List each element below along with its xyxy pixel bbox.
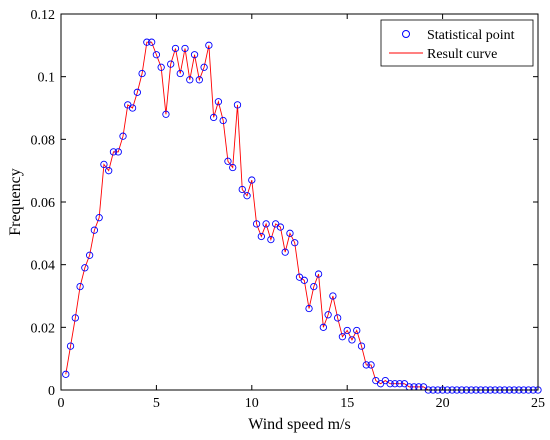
statistical-point [62,370,70,378]
statistical-point [262,220,270,228]
statistical-point [66,342,75,350]
x-tick-label: 10 [245,396,259,411]
statistical-point [286,229,294,237]
statistical-point [100,160,108,169]
y-tick-label: 0.08 [31,133,56,148]
statistical-point [167,60,175,68]
x-tick-label: 0 [58,396,65,411]
statistical-point [386,380,394,388]
statistical-point [200,63,208,71]
statistical-point [71,314,79,322]
statistical-point [195,76,203,84]
statistical-point [119,132,127,140]
y-tick-label: 0 [48,384,55,399]
statistical-point [362,361,370,369]
legend-marker-statistical-point [402,30,410,38]
statistical-point [147,38,156,46]
y-axis-title: Frequency [7,168,24,236]
statistical-point [162,110,170,118]
y-tick-label: 0.02 [31,321,56,336]
legend-box [380,19,534,67]
statistical-point [76,282,84,291]
statistical-point [305,304,313,313]
statistical-point [190,51,199,59]
statistical-point [329,292,337,300]
x-tick-label: 25 [531,396,545,411]
y-tick-label: 0.1 [38,71,56,86]
statistical-point [214,98,223,106]
statistical-point [319,323,327,331]
statistical-point [324,311,332,319]
statistical-point [233,101,242,109]
statistical-point [90,226,99,234]
statistical-point [291,239,299,247]
y-tick-label: 0.06 [31,196,56,211]
statistical-point [396,380,404,388]
legend: Statistical point Result curve [380,19,534,67]
statistical-point [252,220,261,228]
statistical-point [157,63,165,71]
statistical-point [109,148,118,156]
statistical-point [152,51,161,59]
statistical-point [238,185,246,194]
statistical-point [205,41,213,49]
statistical-point [224,157,232,165]
statistical-point [310,282,318,291]
plot-area [61,14,538,390]
plot-frame [60,13,539,391]
statistical-point [133,88,141,96]
statistical-point [229,163,237,172]
statistical-point [343,326,351,335]
statistical-point [85,251,94,259]
statistical-point [248,176,256,184]
legend-label-result-curve: Result curve [427,47,497,62]
statistical-point [105,167,113,175]
x-tick-label: 5 [153,396,160,411]
x-tick-label: 15 [340,396,354,411]
statistical-point [81,264,89,272]
statistical-point [114,148,122,156]
statistical-point [338,333,347,341]
statistical-point [281,248,289,256]
statistical-point [300,276,308,284]
statistical-point [391,380,399,388]
legend-label-statistical-point: Statistical point [427,28,515,43]
statistical-point [143,38,151,46]
statistical-point [367,361,375,369]
statistical-point [186,76,194,84]
statistical-point [348,336,356,344]
y-tick-label: 0.12 [31,8,56,23]
statistical-point [257,232,265,241]
statistical-point [243,192,251,200]
statistical-point [334,314,342,322]
x-tick-label: 20 [436,396,450,411]
statistical-point [314,270,323,278]
statistical-point [219,116,227,125]
x-axis-title: Wind speed m/s [248,416,350,433]
statistical-point [138,69,146,78]
axis-tick-labels: 0 5 10 15 20 25 0 0.02 0.04 0.06 0.08 0.1 0.12 [31,8,546,411]
statistical-point [276,223,285,231]
statistical-point [95,214,103,222]
y-tick-label: 0.04 [31,259,56,274]
statistical-point [357,342,366,350]
statistical-point [128,104,137,112]
statistical-point [209,113,218,122]
statistical-point [171,44,180,53]
statistical-point [267,235,275,244]
statistical-point [181,44,189,53]
statistical-point [176,69,184,78]
statistical-point [353,326,361,335]
